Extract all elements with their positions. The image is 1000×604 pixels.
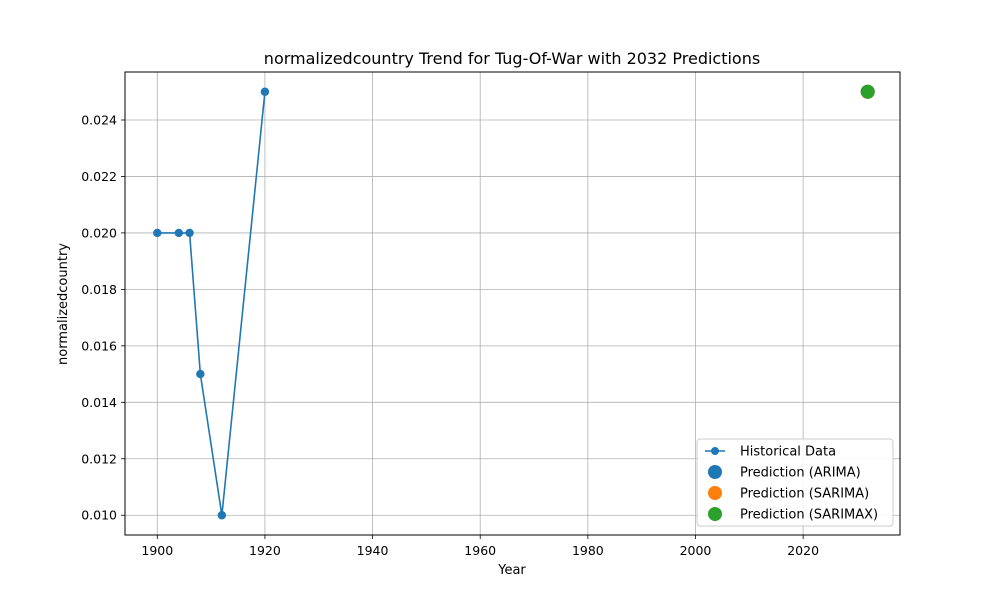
plot-frame — [124, 71, 901, 536]
chart-title: normalizedcountry Trend for Tug-Of-War w… — [264, 49, 760, 68]
y-tick-label: 0.024 — [81, 112, 117, 127]
y-tick-label: 0.018 — [81, 282, 117, 297]
legend-marker-swatch — [708, 465, 722, 479]
historical-data-line — [157, 91, 266, 516]
historical-data-point — [174, 228, 184, 238]
y-tick-label: 0.010 — [81, 508, 117, 523]
x-tick-label: 1960 — [464, 543, 496, 558]
historical-data-point — [217, 511, 227, 520]
x-axis-ticks: 1900 1920 1940 1960 1980 2000 2020 — [141, 535, 819, 558]
y-tick-label: 0.020 — [81, 225, 117, 240]
y-axis-title: normalizedcountry — [56, 243, 71, 365]
legend-box — [696, 438, 894, 527]
x-tick-label: 1900 — [141, 543, 173, 558]
historical-data-point — [153, 228, 162, 238]
legend-label: Prediction (SARIMAX) — [740, 508, 878, 523]
historical-data-point — [260, 87, 270, 96]
legend-marker-swatch — [708, 507, 722, 521]
x-tick-label: 1980 — [572, 543, 604, 558]
legend-marker-swatch — [711, 447, 719, 455]
historical-data-point — [196, 369, 205, 379]
x-tick-label: 1920 — [249, 543, 281, 558]
y-tick-label: 0.012 — [81, 451, 117, 466]
x-tick-label: 2020 — [787, 543, 819, 558]
x-axis-title: Year — [497, 563, 526, 578]
grid — [125, 72, 900, 535]
legend-label: Historical Data — [740, 445, 836, 460]
legend-label: Prediction (SARIMA) — [740, 487, 869, 502]
prediction-point — [860, 84, 875, 99]
series-layer — [153, 84, 875, 520]
y-tick-label: 0.014 — [81, 395, 117, 410]
historical-data-point — [185, 228, 194, 238]
y-tick-label: 0.016 — [81, 338, 117, 353]
x-tick-label: 2000 — [680, 543, 712, 558]
y-axis-ticks: 0.010 0.012 0.014 0.016 0.018 0.020 0.022 0.024 — [81, 112, 125, 523]
legend: Historical Data Prediction (ARIMA) Predict… — [696, 438, 894, 527]
y-tick-label: 0.022 — [81, 169, 117, 184]
legend-marker-swatch — [708, 486, 722, 500]
x-tick-label: 1940 — [357, 543, 389, 558]
legend-label: Prediction (ARIMA) — [740, 466, 861, 481]
